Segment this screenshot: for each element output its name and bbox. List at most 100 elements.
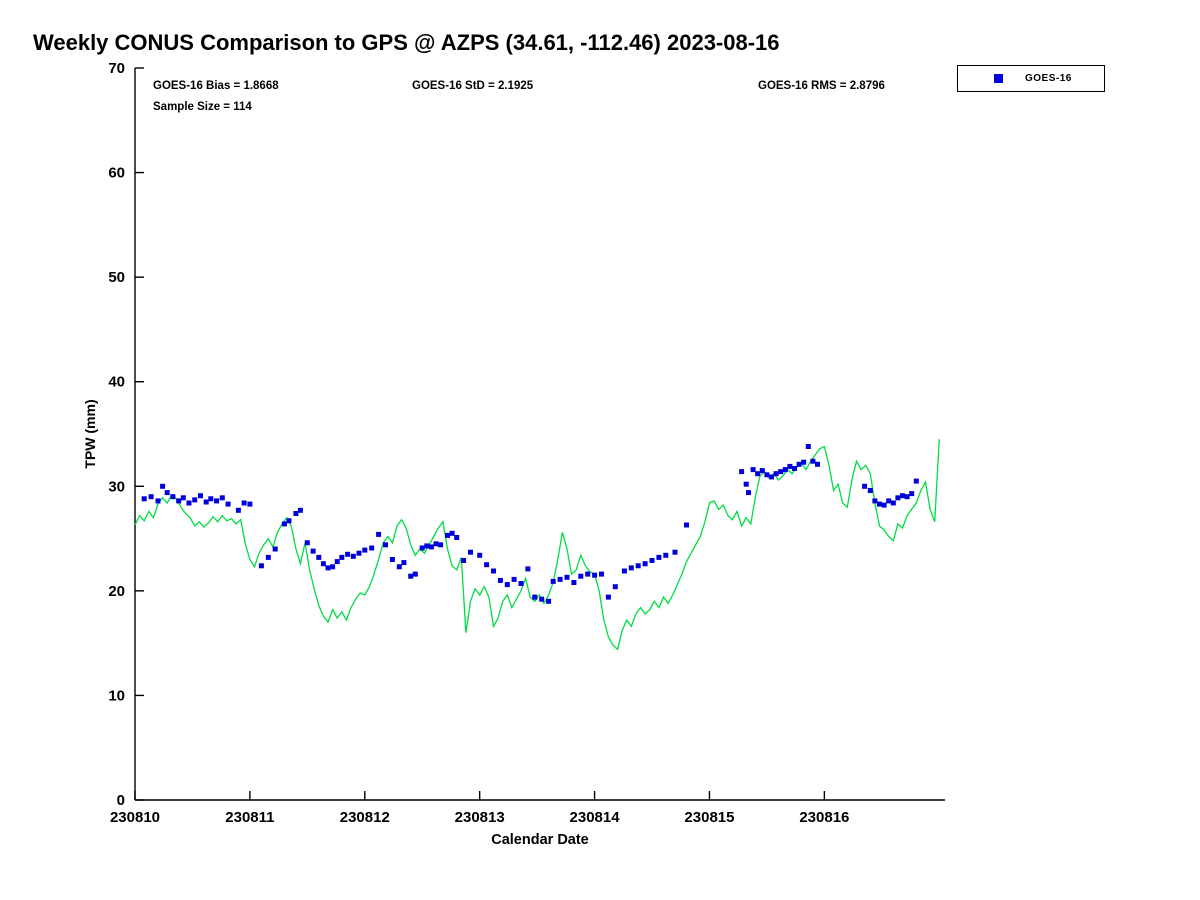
goes16-point xyxy=(155,498,161,504)
goes16-point xyxy=(350,553,356,559)
y-axis-label: TPW (mm) xyxy=(82,399,98,469)
goes16-point xyxy=(900,493,905,499)
goes16-point xyxy=(241,500,247,506)
goes16-point xyxy=(585,571,591,577)
goes16-point xyxy=(792,466,797,471)
goes16-point xyxy=(208,496,214,502)
goes16-point xyxy=(445,532,450,538)
x-tick-label: 230812 xyxy=(340,809,390,826)
stat-std: GOES-16 StD = 2.1925 xyxy=(412,80,534,92)
goes16-point xyxy=(743,481,749,487)
goes16-point xyxy=(362,547,368,553)
goes16-point xyxy=(759,468,765,474)
goes16-point xyxy=(801,459,807,465)
goes16-point xyxy=(532,594,538,600)
goes16-point xyxy=(564,574,570,580)
goes16-point xyxy=(424,543,430,549)
goes16-point xyxy=(176,498,182,504)
goes16-point xyxy=(316,554,322,560)
stat-sample-size: Sample Size = 114 xyxy=(153,101,252,113)
y-tick-label: 30 xyxy=(108,478,125,495)
goes16-point xyxy=(192,497,198,503)
legend: GOES-16 xyxy=(957,65,1105,92)
goes16-point xyxy=(412,571,418,577)
goes16-point xyxy=(310,548,316,554)
x-tick-label: 230815 xyxy=(684,809,734,826)
y-tick-label: 50 xyxy=(108,269,125,286)
goes16-point xyxy=(401,560,407,566)
goes16-point xyxy=(356,550,362,556)
goes16-point xyxy=(198,493,203,499)
goes16-point xyxy=(449,530,455,536)
goes16-point xyxy=(578,573,584,579)
goes16-point xyxy=(484,562,490,568)
goes16-point xyxy=(782,467,788,473)
goes16-point xyxy=(511,576,517,582)
x-tick-label: 230810 xyxy=(110,809,160,826)
goes16-point xyxy=(881,502,887,508)
goes16-point xyxy=(592,572,598,578)
y-tick-label: 0 xyxy=(117,792,125,809)
goes16-point xyxy=(265,554,271,560)
goes16-point xyxy=(769,474,774,480)
goes16-point xyxy=(628,565,634,571)
goes16-point xyxy=(525,566,531,572)
y-tick-label: 70 xyxy=(108,60,125,77)
goes16-point xyxy=(408,573,414,579)
goes16-point xyxy=(755,471,761,477)
chart-title: Weekly CONUS Comparison to GPS @ AZPS (3… xyxy=(33,30,780,55)
goes16-point xyxy=(297,507,303,513)
goes16-point xyxy=(518,581,524,586)
goes16-point xyxy=(913,478,919,484)
goes16-point xyxy=(867,488,873,493)
goes16-point xyxy=(396,564,402,570)
goes16-point xyxy=(750,467,756,473)
y-tick-label: 60 xyxy=(108,165,125,182)
goes16-point xyxy=(438,542,444,548)
goes16-point xyxy=(330,564,336,570)
goes16-point xyxy=(376,531,382,537)
goes16-point xyxy=(635,563,641,569)
goes16-point xyxy=(164,490,170,496)
goes16-point xyxy=(454,535,460,540)
goes16-point xyxy=(621,568,627,574)
goes16-point xyxy=(815,461,820,467)
goes16-point xyxy=(180,495,186,501)
x-tick-label: 230816 xyxy=(799,809,849,826)
goes16-point xyxy=(546,598,552,604)
goes16-point xyxy=(746,490,751,496)
x-axis-label: Calendar Date xyxy=(491,832,589,848)
legend-goes16-square-icon xyxy=(994,74,1003,83)
goes16-point xyxy=(389,557,395,562)
goes16-point xyxy=(461,558,467,563)
x-tick-label: 230813 xyxy=(455,809,505,826)
goes16-point xyxy=(428,544,434,550)
goes16-point xyxy=(796,461,802,467)
goes16-point xyxy=(612,584,618,590)
goes16-point xyxy=(764,472,770,478)
goes16-point xyxy=(293,511,299,516)
goes16-point xyxy=(663,552,669,558)
x-tick-label: 230811 xyxy=(225,809,274,826)
goes16-point xyxy=(225,501,231,507)
goes16-point xyxy=(904,494,910,500)
goes16-point xyxy=(339,554,345,560)
goes16-point xyxy=(895,495,901,501)
y-tick-label: 20 xyxy=(108,583,125,600)
goes16-point xyxy=(642,561,648,567)
goes16-point xyxy=(419,545,425,551)
goes16-point xyxy=(684,522,689,528)
goes16-point xyxy=(433,541,439,547)
goes16-point xyxy=(170,494,176,500)
goes16-point xyxy=(141,496,147,502)
goes16-point xyxy=(862,483,868,489)
goes16-point xyxy=(773,471,779,477)
goes16-point xyxy=(787,463,793,469)
goes16-point xyxy=(345,551,351,557)
goes16-point xyxy=(258,563,264,569)
goes16-point xyxy=(778,469,784,475)
goes16-point xyxy=(890,500,896,506)
goes16-point xyxy=(571,580,577,585)
